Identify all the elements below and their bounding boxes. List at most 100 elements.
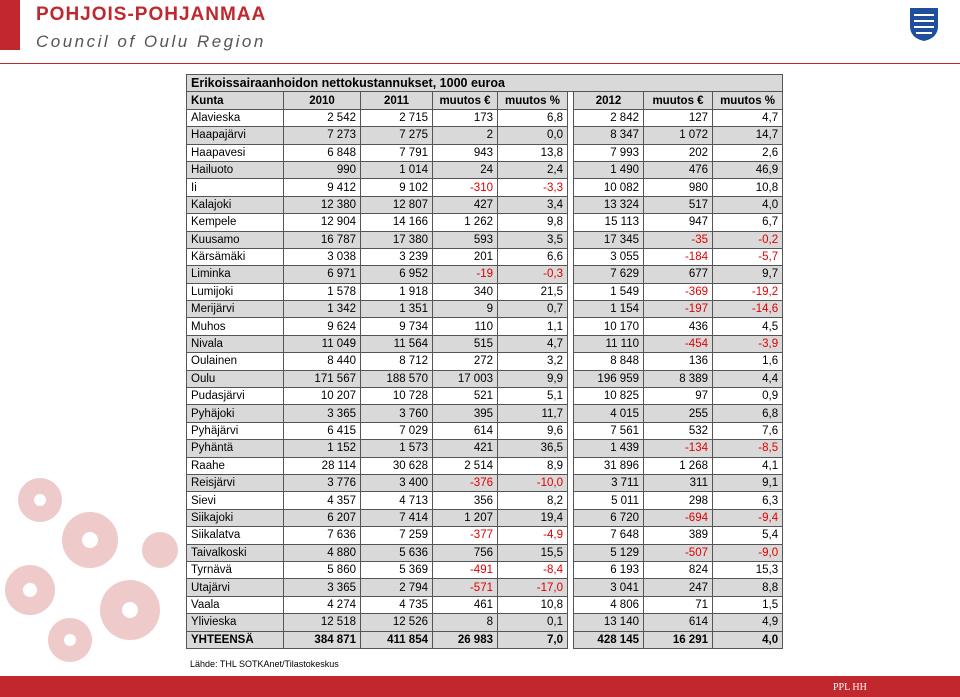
cell: -9,0 (711, 543, 784, 562)
cell: Haapajärvi (186, 126, 284, 145)
cell: -5,7 (711, 247, 784, 267)
cell: 1 578 (283, 282, 361, 302)
data-row: Alavieska 2 542 2 715 173 6,8 2 842 127 4,7 (186, 108, 784, 128)
cell: 1,1 (497, 317, 568, 336)
cell: Oulainen (186, 352, 284, 371)
cell: 3 239 (360, 247, 433, 267)
cell: 8 440 (283, 352, 361, 371)
cell: 593 (432, 230, 498, 249)
cell: Pyhäjoki (186, 404, 284, 423)
cell: 7 629 (573, 265, 644, 284)
org-subtitle: Council of Oulu Region (36, 32, 266, 51)
cell: 1 439 (573, 439, 644, 458)
cell: -10,0 (497, 473, 568, 493)
cell: Kärsämäki (186, 247, 284, 267)
data-row: Hailuoto 990 1 014 24 2,4 1 490 476 46,9 (186, 160, 784, 180)
cell: 3 038 (283, 247, 361, 267)
cell: -376 (432, 473, 498, 493)
cell: 5 860 (283, 560, 361, 580)
cell: 1 573 (360, 439, 433, 458)
cell: 2,6 (711, 143, 784, 162)
cell: 3,2 (497, 352, 568, 371)
cell: 7 273 (283, 126, 361, 145)
cell: 311 (643, 473, 713, 493)
cell: 1 549 (573, 282, 644, 302)
cell: 10,8 (711, 178, 784, 197)
cell: Taivalkoski (186, 543, 284, 562)
cell: 196 959 (573, 369, 644, 389)
data-row: Nivala 11 049 11 564 515 4,7 11 110 -454 -3,9 (186, 334, 784, 354)
cell: 11 049 (283, 334, 361, 354)
cell: Hailuoto (186, 160, 284, 180)
cell: muutos % (711, 91, 784, 110)
cell: 6 971 (283, 265, 361, 284)
data-row: Siikajoki 6 207 7 414 1 207 19,4 6 720 -694 -9,… (186, 508, 784, 528)
data-row: Pyhäjärvi 6 415 7 029 614 9,6 7 561 532 7,6 (186, 421, 784, 441)
cell: 6 952 (360, 265, 433, 284)
cell: 8,2 (497, 491, 568, 510)
cell: Utajärvi (186, 578, 284, 597)
cell: Pyhäjärvi (186, 421, 284, 441)
cell: 4 357 (283, 491, 361, 510)
cell: 15 113 (573, 213, 644, 232)
cell: 5 369 (360, 560, 433, 580)
cell: Muhos (186, 317, 284, 336)
cell: 8 389 (643, 369, 713, 389)
cell: 2010 (283, 91, 361, 110)
cell: 7 791 (360, 143, 433, 162)
cell: 4 713 (360, 491, 433, 510)
cell: 4,7 (711, 108, 784, 128)
cell: 10 082 (573, 178, 644, 197)
cell: 28 114 (283, 456, 361, 475)
cell: 298 (643, 491, 713, 510)
cell: 4,9 (711, 613, 784, 632)
footer-bar (0, 676, 960, 697)
title-row: Erikoissairaanhoidon nettokustannukset, … (185, 73, 784, 93)
cell: 127 (643, 108, 713, 128)
cell: 3 760 (360, 404, 433, 423)
cell: 8 (432, 613, 498, 632)
cell: 427 (432, 195, 498, 215)
cell: Sievi (186, 491, 284, 510)
cell: -3,3 (497, 178, 568, 197)
data-row: Oulainen 8 440 8 712 272 3,2 8 848 136 1,6 (186, 352, 784, 371)
cell: 517 (643, 195, 713, 215)
cell: 461 (432, 595, 498, 615)
cell: 2,4 (497, 160, 568, 180)
data-row: Sievi 4 357 4 713 356 8,2 5 011 298 6,3 (186, 491, 784, 510)
cell: 4,1 (711, 456, 784, 475)
cell: 15,3 (711, 560, 784, 580)
cell: 7 648 (573, 526, 644, 545)
cell: 97 (643, 387, 713, 406)
cell: Kempele (186, 213, 284, 232)
cell: 7 993 (573, 143, 644, 162)
data-row: Kempele 12 904 14 166 1 262 9,8 15 113 947 6,7 (186, 213, 784, 232)
cell: Oulu (186, 369, 284, 389)
footer-text: PPL HH (833, 682, 867, 693)
cell: 3 711 (573, 473, 644, 493)
cell: -0,2 (711, 230, 784, 249)
cell: 1 207 (432, 508, 498, 528)
cell: 9,8 (497, 213, 568, 232)
cell: 7 636 (283, 526, 361, 545)
cell: 10 825 (573, 387, 644, 406)
header-row: Kunta 2010 2011 muutos € muutos % 2012 muutos … (186, 91, 784, 110)
table-title: Erikoissairaanhoidon nettokustannukset, … (185, 73, 784, 93)
cell: 356 (432, 491, 498, 510)
cell: Alavieska (186, 108, 284, 128)
data-row: Siikalatva 7 636 7 259 -377 -4,9 7 648 389 5,4 (186, 526, 784, 545)
cell: 2 514 (432, 456, 498, 475)
cell: 1 154 (573, 300, 644, 319)
cell: 4 806 (573, 595, 644, 615)
cell: 9,7 (711, 265, 784, 284)
cell: 411 854 (360, 630, 433, 649)
cell: 5 636 (360, 543, 433, 562)
cell: Siikajoki (186, 508, 284, 528)
cell: Vaala (186, 595, 284, 615)
cell: -310 (432, 178, 498, 197)
cell: 824 (643, 560, 713, 580)
cell: -694 (643, 508, 713, 528)
cell: 8 712 (360, 352, 433, 371)
cell: 614 (432, 421, 498, 441)
